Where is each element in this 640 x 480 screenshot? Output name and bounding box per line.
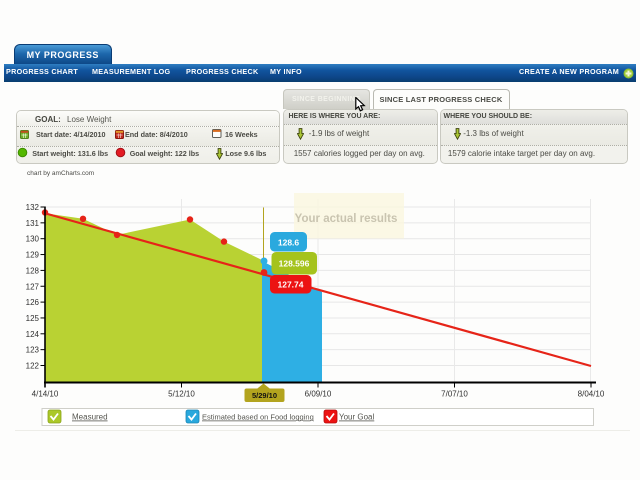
svg-text:125: 125 [26,314,40,323]
svg-text:Your Goal: Your Goal [339,413,375,422]
svg-text:Estimated based on Food loggin: Estimated based on Food logging [202,413,314,422]
svg-text:Your actual results: Your actual results [295,213,398,225]
svg-text:131: 131 [26,219,40,228]
svg-text:8/04/10: 8/04/10 [578,390,605,399]
svg-text:128.596: 128.596 [279,259,310,269]
svg-text:7/07/10: 7/07/10 [441,390,468,399]
svg-text:Measured: Measured [72,413,108,422]
svg-text:124: 124 [26,330,40,339]
svg-text:5/29/10: 5/29/10 [252,391,277,400]
svg-text:127: 127 [26,282,40,291]
svg-text:126: 126 [26,298,40,307]
svg-text:127.74: 127.74 [278,280,304,290]
svg-text:128: 128 [26,266,40,275]
svg-text:6/09/10: 6/09/10 [305,390,332,399]
svg-text:5/12/10: 5/12/10 [168,390,195,399]
svg-text:123: 123 [26,346,40,355]
svg-text:4/14/10: 4/14/10 [32,390,59,399]
svg-text:132: 132 [26,203,40,212]
svg-text:129: 129 [26,251,40,260]
svg-text:128.6: 128.6 [278,238,300,248]
svg-text:130: 130 [26,235,40,244]
svg-text:122: 122 [26,362,40,371]
